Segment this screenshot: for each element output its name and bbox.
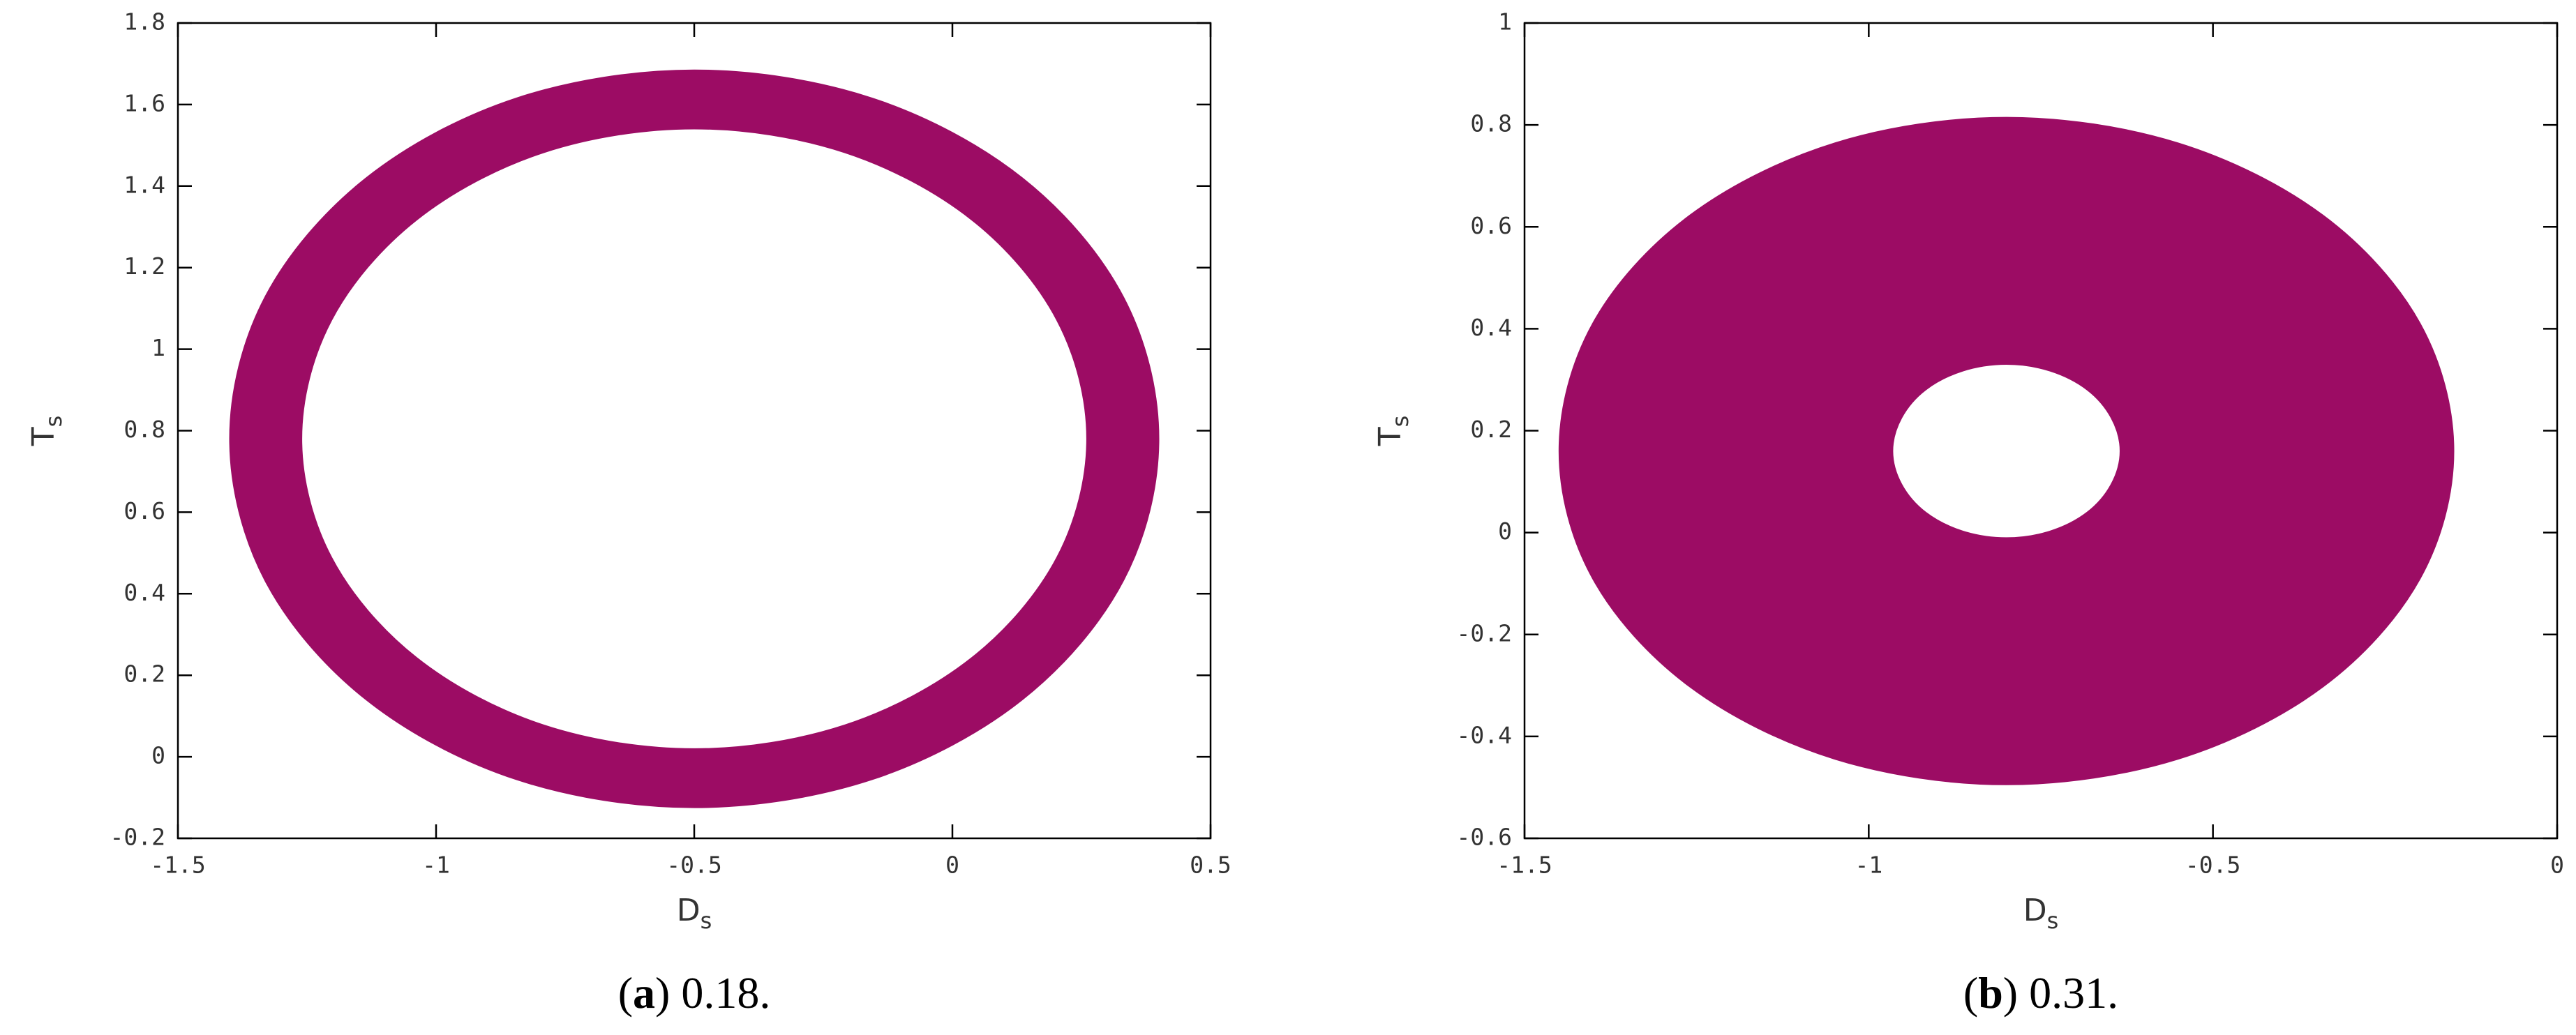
y-tick-label: 0.4 xyxy=(1470,314,1512,341)
y-tick-label: 1.2 xyxy=(123,252,165,280)
x-axis-label: Ds xyxy=(2023,893,2059,934)
x-tick-label: -1 xyxy=(1855,852,1882,879)
y-tick-label: 0.2 xyxy=(1470,416,1512,443)
y-tick-label: 0.2 xyxy=(123,660,165,688)
y-tick-label: 1.6 xyxy=(123,89,165,116)
x-tick-label: -1.5 xyxy=(1497,852,1552,879)
caption-text: ) 0.31. xyxy=(2003,968,2118,1018)
x-axis-label-sub: s xyxy=(2047,907,2059,934)
y-tick-label: 1 xyxy=(1498,8,1512,36)
y-axis-label: Ts xyxy=(1372,416,1414,447)
y-tick-label: -0.6 xyxy=(1457,824,1512,851)
y-tick-label: -0.2 xyxy=(1457,619,1512,647)
x-tick-label: 0.5 xyxy=(1190,852,1231,879)
caption-paren: ( xyxy=(618,968,633,1018)
x-tick-label: -1.5 xyxy=(150,852,205,879)
x-tick-label: -0.5 xyxy=(666,852,721,879)
caption-label: b xyxy=(1978,968,2003,1018)
y-axis-label-main: T xyxy=(26,427,61,446)
caption: (b) 0.31. xyxy=(1963,968,2118,1018)
y-tick-label: 0.6 xyxy=(123,497,165,524)
y-axis-label-main: T xyxy=(1372,427,1408,446)
y-tick-label: 0.4 xyxy=(123,579,165,606)
x-axis-label-main: D xyxy=(677,893,701,928)
y-axis-label: Ts xyxy=(26,416,67,447)
y-tick-label: 0.8 xyxy=(123,416,165,443)
y-tick-label: 1.8 xyxy=(123,8,165,36)
y-tick-label: 1.4 xyxy=(123,171,165,198)
x-axis-label-sub: s xyxy=(701,907,712,934)
y-tick-label: 0.8 xyxy=(1470,110,1512,137)
y-tick-label: 0 xyxy=(1498,518,1512,545)
caption-paren: ( xyxy=(1963,968,1978,1018)
y-tick-label: -0.2 xyxy=(110,824,165,851)
plot-frame xyxy=(177,22,1212,840)
caption-label: a xyxy=(633,968,655,1018)
y-axis-label-sub: s xyxy=(1387,416,1414,428)
x-axis-label-main: D xyxy=(2023,893,2047,928)
x-tick-label: -0.5 xyxy=(2185,852,2240,879)
y-tick-label: -0.4 xyxy=(1457,721,1512,748)
orbit-ring xyxy=(1558,116,2455,785)
y-tick-label: 0.6 xyxy=(1470,212,1512,239)
y-axis-label-sub: s xyxy=(40,416,67,428)
caption-text: ) 0.18. xyxy=(655,968,770,1018)
orbit-ring xyxy=(229,69,1160,808)
caption: (a) 0.18. xyxy=(618,968,771,1018)
x-tick-label: -1 xyxy=(422,852,450,879)
x-tick-label: 0 xyxy=(945,852,959,879)
y-tick-label: 1 xyxy=(151,334,165,361)
x-axis-label: Ds xyxy=(677,893,712,934)
y-tick-label: 0 xyxy=(151,742,165,769)
x-tick-label: 0 xyxy=(2550,852,2564,879)
